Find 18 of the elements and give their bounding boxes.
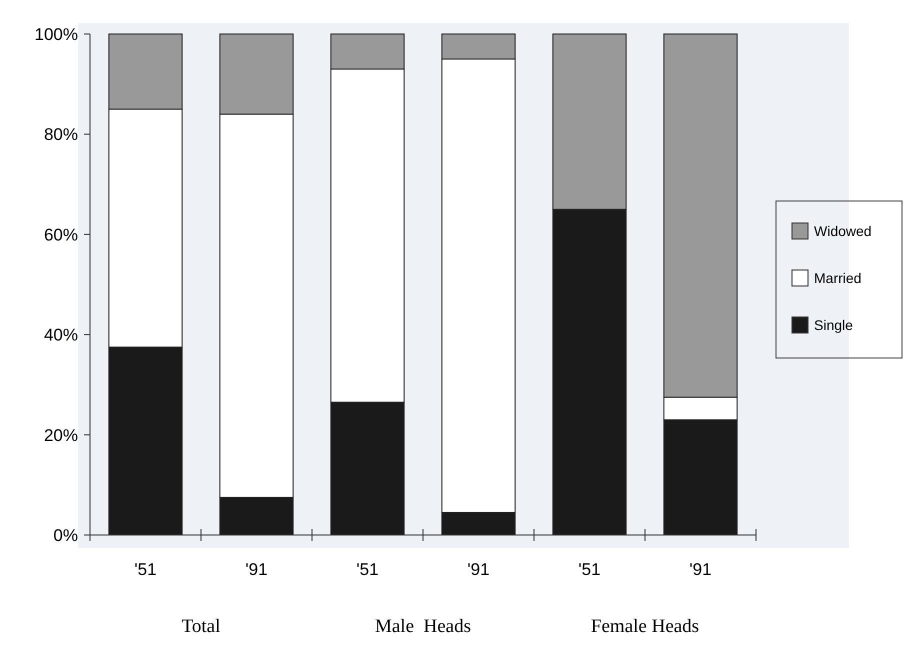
text: Female Heads [590,616,700,637]
x-tick-label: '91 [245,560,268,579]
y-tick-label: 20% [44,426,78,445]
legend-label: Married [814,270,862,286]
y-tick-label: 40% [44,326,78,345]
y-tick-label: 80% [44,125,78,144]
x-tick-label: '51 [134,560,157,579]
x-tick-label: '91 [689,560,712,579]
text: Male Heads [374,616,472,637]
x-tick-label: '91 [467,560,490,579]
y-tick-label: 60% [44,225,78,244]
y-tick-label: 0% [53,526,78,545]
x-tick-label: '51 [578,560,601,579]
x-tick-label: '51 [356,560,379,579]
text: Total [182,616,220,637]
legend-label: Widowed [814,222,872,239]
y-tick-label: 100% [34,24,78,44]
legend-label: Single [814,316,854,333]
